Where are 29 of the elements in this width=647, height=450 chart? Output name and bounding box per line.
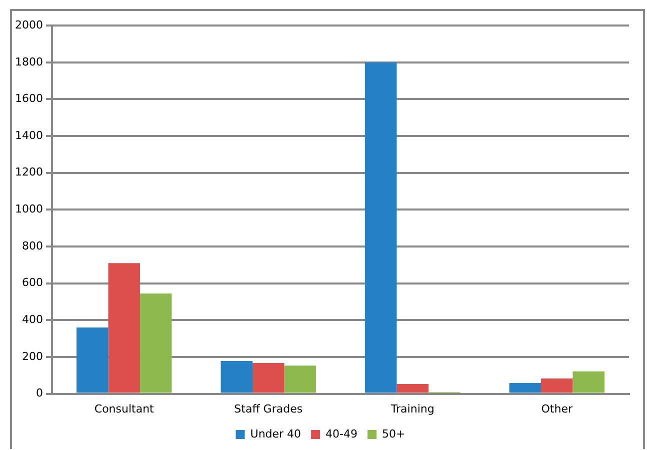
bar: [365, 62, 397, 393]
bar: [396, 384, 428, 393]
bar: [140, 293, 172, 393]
y-tick-label: 1400: [14, 128, 43, 142]
legend-label: 50+: [382, 427, 406, 440]
y-tick-label: 2000: [14, 18, 43, 32]
bar: [76, 328, 108, 393]
legend-label: Under 40: [250, 427, 302, 440]
bar: [509, 382, 542, 393]
y-tick-label: 200: [22, 350, 43, 363]
x-tick-label: Other: [541, 402, 573, 416]
bar: [108, 263, 140, 393]
bar: [541, 378, 573, 393]
y-tick-label: 1800: [14, 55, 43, 68]
y-tick-label: 1000: [14, 202, 43, 216]
legend-label: 40-49: [326, 427, 358, 440]
y-tick-label: 1600: [14, 92, 43, 106]
y-tick-label: 800: [22, 239, 43, 252]
y-tick-label: 600: [22, 276, 43, 290]
bar: [252, 363, 284, 393]
x-tick-label: Staff Grades: [234, 402, 303, 416]
y-tick-label: 1200: [14, 166, 43, 179]
bar: [220, 361, 253, 393]
y-tick-label: 0: [36, 386, 43, 400]
y-tick-label: 400: [22, 313, 43, 326]
x-tick-label: Training: [390, 402, 434, 416]
x-tick-label: Consultant: [94, 402, 155, 416]
bar: [284, 366, 316, 393]
bar: [572, 371, 604, 393]
